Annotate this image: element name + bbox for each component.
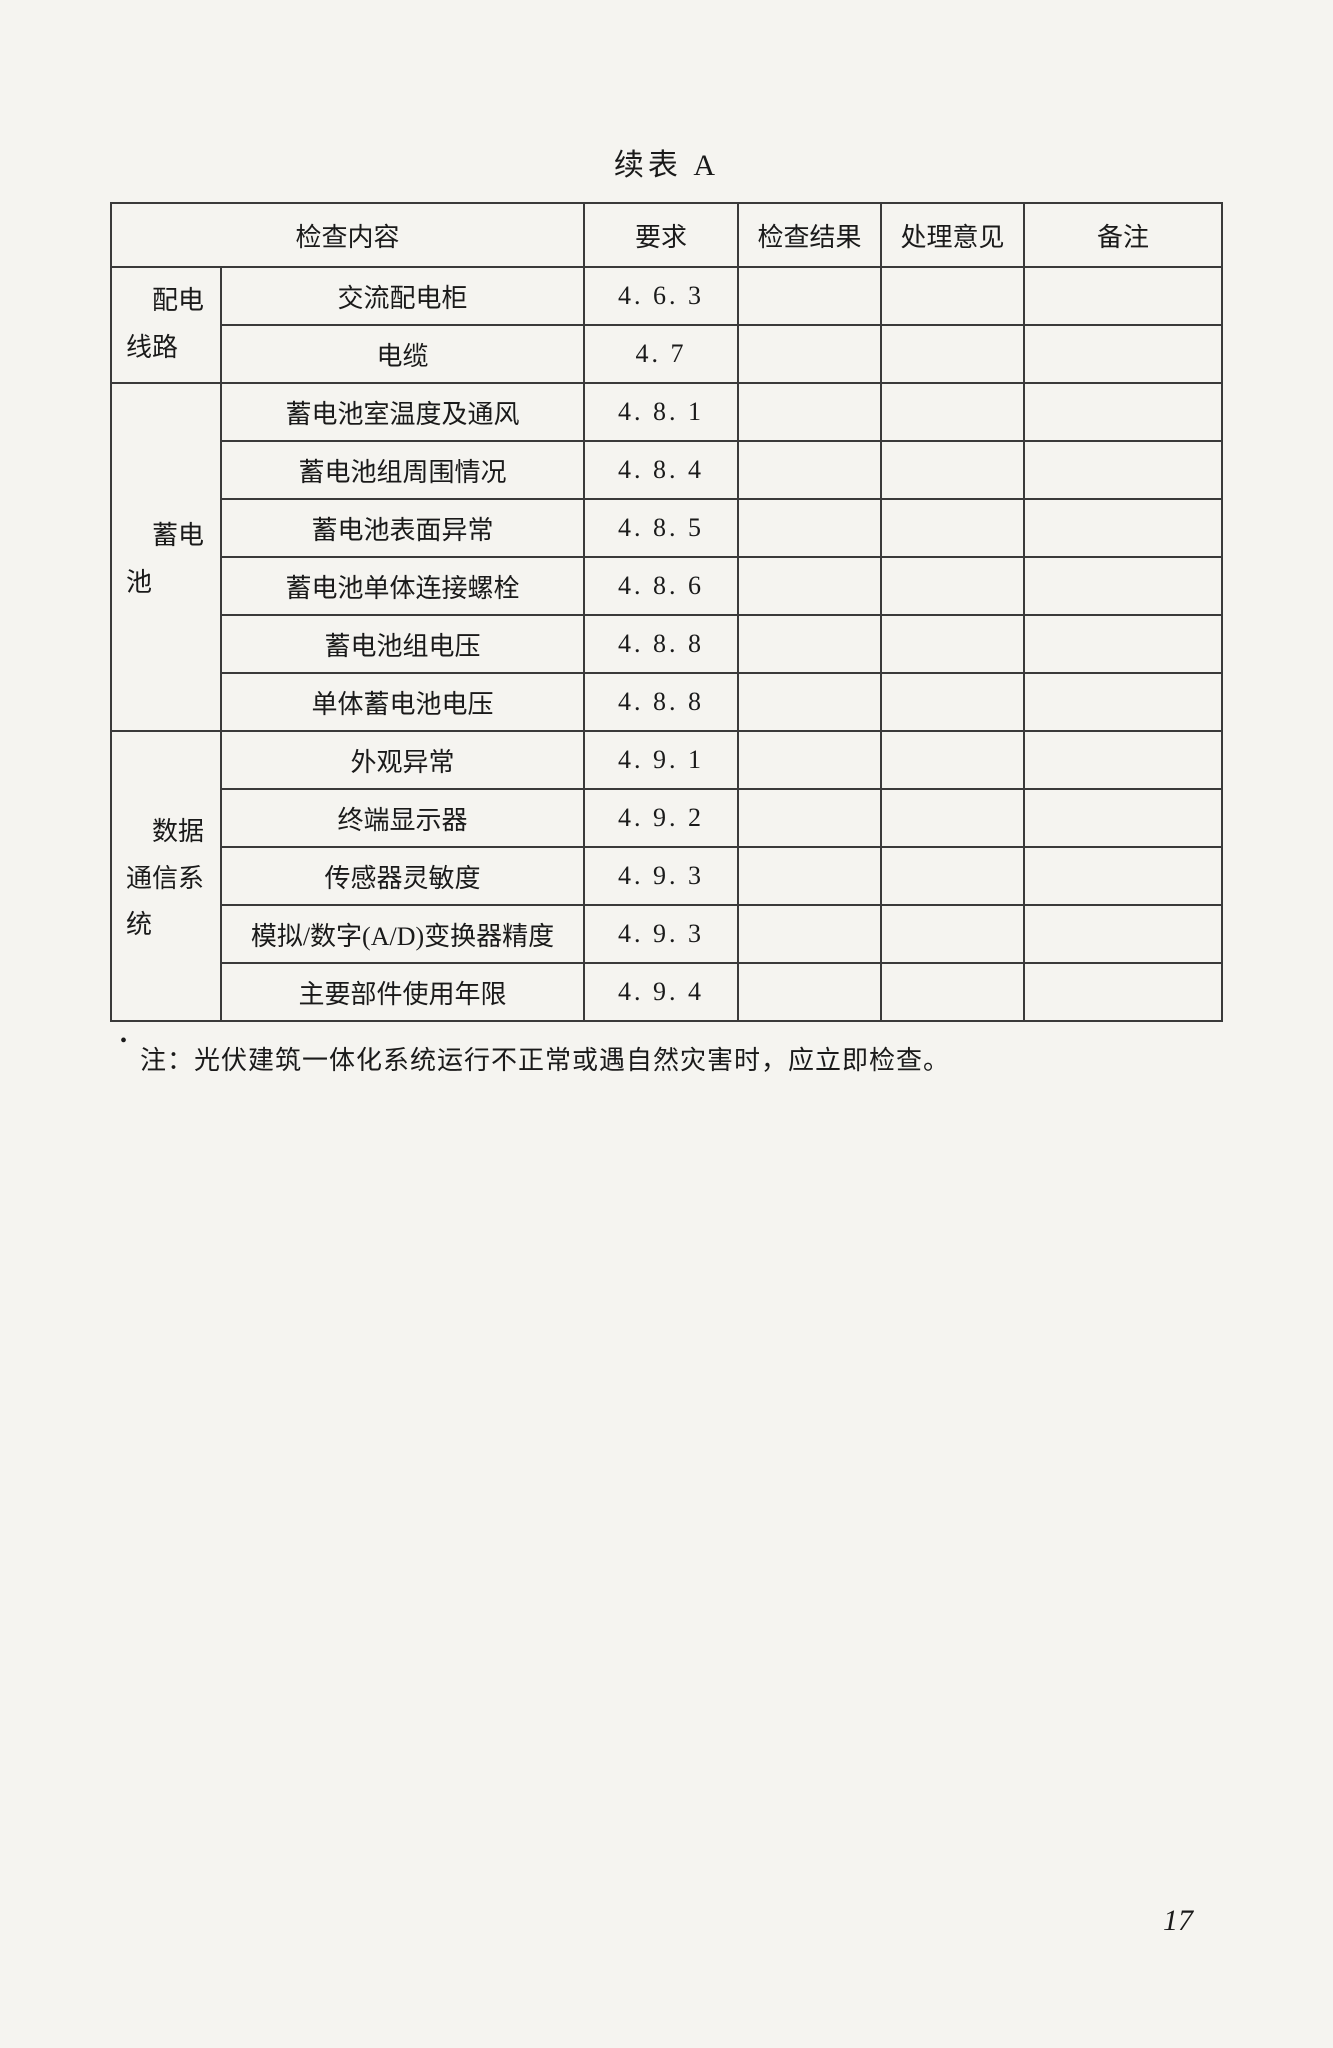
table-row: 蓄电池单体连接螺栓 4. 8. 6	[111, 557, 1222, 615]
item-cell: 蓄电池组电压	[221, 615, 584, 673]
result-cell	[738, 731, 881, 789]
requirement-cell: 4. 8. 8	[584, 673, 738, 731]
table-row: 传感器灵敏度 4. 9. 3	[111, 847, 1222, 905]
col-header-opinion: 处理意见	[881, 203, 1024, 267]
inspection-table: 检查内容 要求 检查结果 处理意见 备注 配电 线路 交流配电柜 4. 6. 3…	[110, 202, 1223, 1022]
note-cell	[1024, 499, 1222, 557]
result-cell	[738, 499, 881, 557]
category-cell: 数据 通信系 统	[111, 731, 221, 1021]
note-cell	[1024, 847, 1222, 905]
note-cell	[1024, 905, 1222, 963]
table-row: 终端显示器 4. 9. 2	[111, 789, 1222, 847]
requirement-cell: 4. 9. 4	[584, 963, 738, 1021]
stray-mark: •	[120, 1030, 127, 1053]
result-cell	[738, 383, 881, 441]
result-cell	[738, 963, 881, 1021]
result-cell	[738, 325, 881, 383]
table-row: 配电 线路 交流配电柜 4. 6. 3	[111, 267, 1222, 325]
note-cell	[1024, 441, 1222, 499]
category-cell: 配电 线路	[111, 267, 221, 383]
table-row: 单体蓄电池电压 4. 8. 8	[111, 673, 1222, 731]
opinion-cell	[881, 267, 1024, 325]
opinion-cell	[881, 847, 1024, 905]
requirement-cell: 4. 8. 4	[584, 441, 738, 499]
table-row: 电缆 4. 7	[111, 325, 1222, 383]
col-header-content: 检查内容	[111, 203, 584, 267]
table-row: 蓄电 池 蓄电池室温度及通风 4. 8. 1	[111, 383, 1222, 441]
col-header-result: 检查结果	[738, 203, 881, 267]
note-cell	[1024, 731, 1222, 789]
opinion-cell	[881, 557, 1024, 615]
opinion-cell	[881, 383, 1024, 441]
result-cell	[738, 905, 881, 963]
note-cell	[1024, 789, 1222, 847]
item-cell: 主要部件使用年限	[221, 963, 584, 1021]
note-cell	[1024, 615, 1222, 673]
item-cell: 蓄电池表面异常	[221, 499, 584, 557]
result-cell	[738, 673, 881, 731]
note-cell	[1024, 267, 1222, 325]
table-header-row: 检查内容 要求 检查结果 处理意见 备注	[111, 203, 1222, 267]
result-cell	[738, 615, 881, 673]
item-cell: 传感器灵敏度	[221, 847, 584, 905]
requirement-cell: 4. 9. 3	[584, 847, 738, 905]
opinion-cell	[881, 441, 1024, 499]
note-cell	[1024, 963, 1222, 1021]
footnote: 注：光伏建筑一体化系统运行不正常或遇自然灾害时，应立即检查。	[110, 1040, 1223, 1077]
result-cell	[738, 557, 881, 615]
page-number: 17	[1163, 1904, 1193, 1938]
result-cell	[738, 441, 881, 499]
col-header-requirement: 要求	[584, 203, 738, 267]
opinion-cell	[881, 325, 1024, 383]
opinion-cell	[881, 615, 1024, 673]
item-cell: 单体蓄电池电压	[221, 673, 584, 731]
requirement-cell: 4. 8. 6	[584, 557, 738, 615]
result-cell	[738, 267, 881, 325]
item-cell: 外观异常	[221, 731, 584, 789]
result-cell	[738, 789, 881, 847]
item-cell: 终端显示器	[221, 789, 584, 847]
item-cell: 蓄电池组周围情况	[221, 441, 584, 499]
table-row: 数据 通信系 统 外观异常 4. 9. 1	[111, 731, 1222, 789]
opinion-cell	[881, 673, 1024, 731]
category-cell: 蓄电 池	[111, 383, 221, 731]
requirement-cell: 4. 7	[584, 325, 738, 383]
requirement-cell: 4. 8. 8	[584, 615, 738, 673]
opinion-cell	[881, 789, 1024, 847]
item-cell: 电缆	[221, 325, 584, 383]
note-cell	[1024, 557, 1222, 615]
opinion-cell	[881, 499, 1024, 557]
table-row: 蓄电池组周围情况 4. 8. 4	[111, 441, 1222, 499]
item-cell: 交流配电柜	[221, 267, 584, 325]
note-cell	[1024, 673, 1222, 731]
requirement-cell: 4. 9. 1	[584, 731, 738, 789]
item-cell: 模拟/数字(A/D)变换器精度	[221, 905, 584, 963]
note-cell	[1024, 325, 1222, 383]
result-cell	[738, 847, 881, 905]
requirement-cell: 4. 6. 3	[584, 267, 738, 325]
requirement-cell: 4. 9. 3	[584, 905, 738, 963]
table-row: 蓄电池组电压 4. 8. 8	[111, 615, 1222, 673]
requirement-cell: 4. 8. 1	[584, 383, 738, 441]
opinion-cell	[881, 963, 1024, 1021]
note-cell	[1024, 383, 1222, 441]
table-title: 续表 A	[110, 140, 1223, 184]
item-cell: 蓄电池室温度及通风	[221, 383, 584, 441]
col-header-note: 备注	[1024, 203, 1222, 267]
table-row: 主要部件使用年限 4. 9. 4	[111, 963, 1222, 1021]
requirement-cell: 4. 9. 2	[584, 789, 738, 847]
table-row: 蓄电池表面异常 4. 8. 5	[111, 499, 1222, 557]
opinion-cell	[881, 731, 1024, 789]
requirement-cell: 4. 8. 5	[584, 499, 738, 557]
opinion-cell	[881, 905, 1024, 963]
item-cell: 蓄电池单体连接螺栓	[221, 557, 584, 615]
table-row: 模拟/数字(A/D)变换器精度 4. 9. 3	[111, 905, 1222, 963]
table-body: 配电 线路 交流配电柜 4. 6. 3 电缆 4. 7 蓄电 池 蓄电池室温度及…	[111, 267, 1222, 1021]
